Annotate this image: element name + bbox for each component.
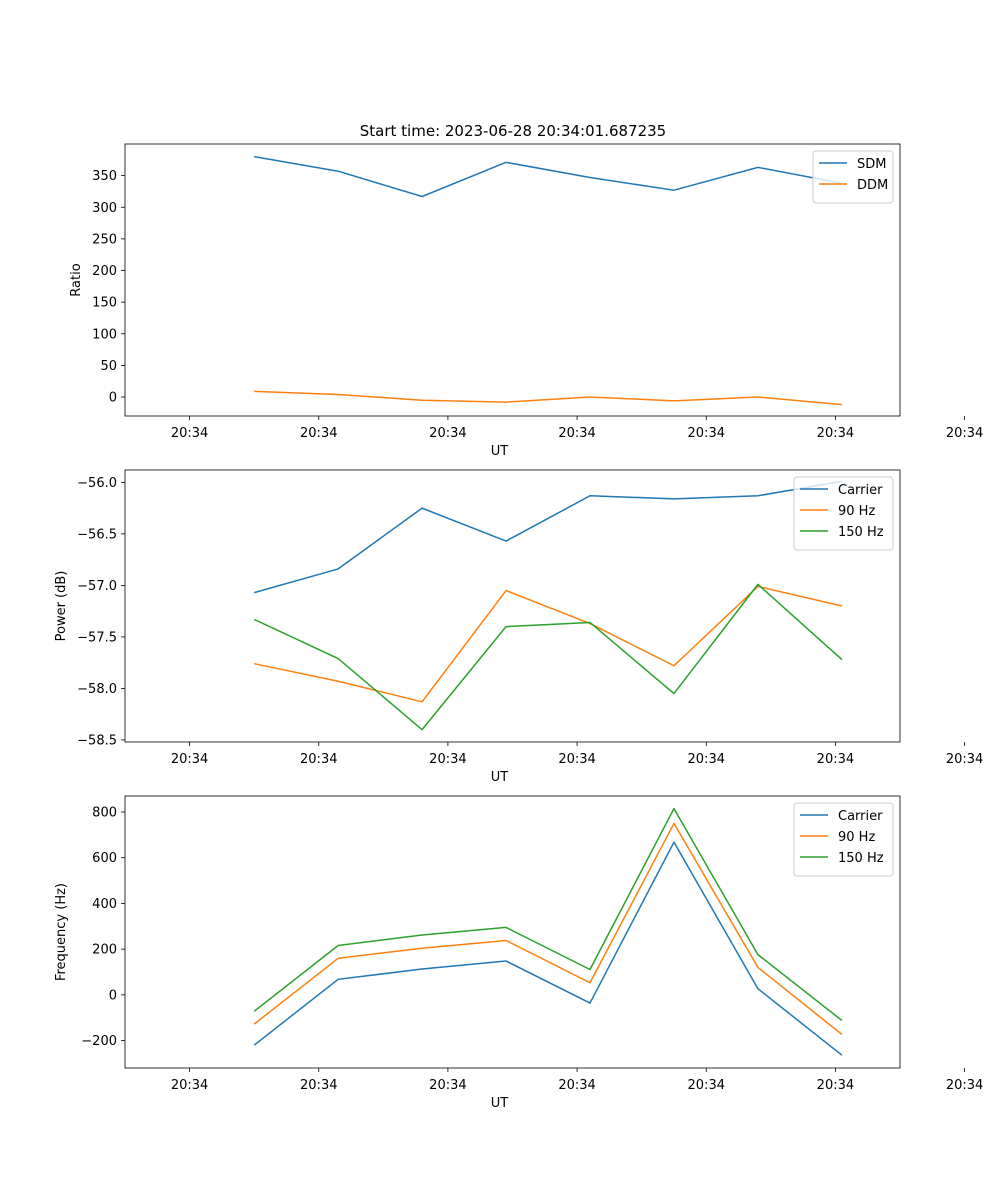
y-tick-label: −56.0 <box>77 476 117 491</box>
legend-label: 150 Hz <box>838 851 884 866</box>
x-tick-label: 20:34 <box>558 1078 595 1093</box>
legend-label: Carrier <box>838 809 883 824</box>
x-tick-label: 20:34 <box>688 426 725 441</box>
series-line-carrier <box>253 480 843 594</box>
x-tick-label: 20:34 <box>817 426 854 441</box>
legend-label: SDM <box>857 157 886 172</box>
y-tick-label: 250 <box>92 232 117 247</box>
axes-layer: 20:3420:3420:3420:3420:3420:3420:3420:35… <box>54 143 983 1111</box>
x-axis-label: UT <box>491 444 509 459</box>
x-axis-label: UT <box>491 1096 509 1111</box>
y-axis-label: Power (dB) <box>54 571 69 642</box>
y-tick-label: 200 <box>92 264 117 279</box>
axes-panel-3: 20:3420:3420:3420:3420:3420:3420:3420:35… <box>54 795 983 1111</box>
y-tick-label: 0 <box>109 391 117 406</box>
y-tick-label: 50 <box>100 359 117 374</box>
x-tick-label: 20:34 <box>946 426 983 441</box>
legend-label: DDM <box>857 178 888 193</box>
y-tick-label: 150 <box>92 296 117 311</box>
axes-frame <box>124 795 901 1069</box>
y-tick-label: −57.0 <box>77 579 117 594</box>
y-tick-label: 600 <box>92 851 117 866</box>
axes-frame <box>124 143 901 417</box>
x-tick-label: 20:34 <box>300 426 337 441</box>
y-tick-label: 350 <box>92 169 117 184</box>
legend-label: 90 Hz <box>838 504 875 519</box>
series-line-ddm <box>254 390 842 406</box>
y-tick-label: 800 <box>92 806 117 821</box>
x-axis-label: UT <box>491 770 509 785</box>
legend: Carrier 90 Hz 150 Hz <box>793 802 894 877</box>
x-tick-label: 20:34 <box>946 752 983 767</box>
x-tick-label: 20:34 <box>429 1078 466 1093</box>
legend-box <box>812 150 894 204</box>
x-tick-label: 20:34 <box>946 1078 983 1093</box>
series-line-carrier <box>253 841 843 1056</box>
figure-title: Start time: 2023-06-28 20:34:01.687235 <box>360 122 666 140</box>
y-tick-label: 0 <box>109 988 117 1003</box>
x-tick-label: 20:34 <box>171 752 208 767</box>
x-tick-label: 20:34 <box>688 1078 725 1093</box>
y-tick-label: −58.5 <box>77 733 117 748</box>
legend-label: 150 Hz <box>838 525 884 540</box>
x-tick-label: 20:34 <box>558 426 595 441</box>
x-tick-label: 20:34 <box>688 752 725 767</box>
axes-panel-2: 20:3420:3420:3420:3420:3420:3420:3420:35… <box>54 469 983 785</box>
y-axis-label: Ratio <box>69 263 84 296</box>
y-axis-label: Frequency (Hz) <box>54 883 69 981</box>
y-tick-label: −200 <box>81 1034 117 1049</box>
series-line-sdm <box>254 155 843 198</box>
x-tick-label: 20:34 <box>429 752 466 767</box>
y-tick-label: 300 <box>92 201 117 216</box>
y-tick-label: 200 <box>92 943 117 958</box>
x-tick-label: 20:34 <box>171 426 208 441</box>
x-tick-label: 20:34 <box>817 1078 854 1093</box>
axes-panel-1: 20:3420:3420:3420:3420:3420:3420:3420:35… <box>69 143 983 459</box>
legend: Carrier 90 Hz 150 Hz <box>793 476 894 551</box>
x-tick-label: 20:34 <box>171 1078 208 1093</box>
series-line-90-hz <box>253 822 843 1035</box>
x-tick-label: 20:34 <box>300 1078 337 1093</box>
x-tick-label: 20:34 <box>300 752 337 767</box>
y-tick-label: −58.0 <box>77 682 117 697</box>
x-tick-label: 20:34 <box>429 426 466 441</box>
legend-label: 90 Hz <box>838 830 875 845</box>
y-tick-label: −56.5 <box>77 527 117 542</box>
axes-frame <box>124 469 901 743</box>
series-line-150-hz <box>253 807 843 1022</box>
y-tick-label: −57.5 <box>77 630 117 645</box>
legend: SDM DDM <box>812 150 894 204</box>
x-tick-label: 20:34 <box>558 752 595 767</box>
legend-label: Carrier <box>838 483 883 498</box>
series-line-90-hz <box>254 585 843 703</box>
y-tick-label: 100 <box>92 327 117 342</box>
y-tick-label: 400 <box>92 897 117 912</box>
series-line-150-hz <box>253 583 843 731</box>
x-tick-label: 20:34 <box>817 752 854 767</box>
